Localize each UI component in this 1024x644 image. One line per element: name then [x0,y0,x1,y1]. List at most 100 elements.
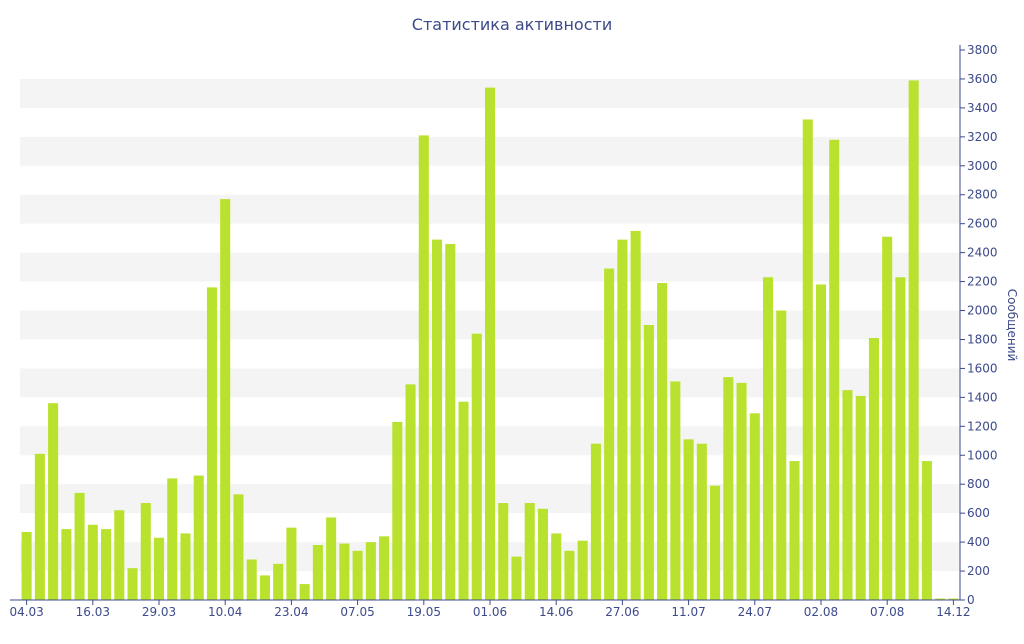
y-tick-label: 600 [967,506,990,520]
bar[interactable] [617,239,628,601]
bar[interactable] [670,381,681,600]
y-tick-label: 3600 [967,72,998,86]
bar[interactable] [590,443,601,600]
bar[interactable] [908,80,919,600]
bar[interactable] [153,537,165,600]
bar[interactable] [683,439,694,600]
y-tick-label: 2000 [967,304,998,318]
bar[interactable] [114,510,125,600]
y-tick-label: 1600 [967,361,998,375]
bar[interactable] [895,277,906,600]
x-tick-label: 27.06 [605,605,639,619]
bar[interactable] [749,413,760,600]
bar[interactable] [524,503,535,600]
bar[interactable] [273,563,284,600]
bar[interactable] [511,556,522,600]
bar-series [21,80,959,601]
bar[interactable] [127,568,138,600]
x-tick-label: 14.12 [936,605,970,619]
bar[interactable] [736,382,747,600]
bar[interactable] [220,199,231,600]
bar[interactable] [458,401,469,600]
y-axis: 0 200 400 600 800 1000 1200 1400 1600 1800 2000 220… [959,43,998,607]
bar[interactable] [299,584,310,600]
x-tick-label: 01.06 [473,605,507,619]
bar[interactable] [339,543,350,600]
bar[interactable] [405,384,416,600]
bar[interactable] [921,461,932,600]
bar[interactable] [776,310,787,600]
bar[interactable] [564,550,575,600]
x-tick-label: 11.07 [671,605,705,619]
bar[interactable] [286,527,297,600]
bar[interactable] [180,533,191,600]
y-tick-label: 1000 [967,448,998,462]
y-tick-label: 2400 [967,246,998,260]
bar[interactable] [537,508,548,600]
y-tick-label: 200 [967,564,990,578]
y-tick-label: 2200 [967,275,998,289]
bar[interactable] [815,284,827,600]
y-tick-label: 2800 [967,188,998,202]
bar[interactable] [432,239,443,601]
bar[interactable] [259,575,270,600]
bar[interactable] [696,443,707,600]
bar[interactable] [87,524,98,600]
x-tick-label: 04.03 [9,605,43,619]
bar[interactable] [246,559,257,600]
y-tick-label: 1400 [967,390,998,404]
bar[interactable] [855,395,866,600]
bar[interactable] [935,598,946,600]
x-tick-label: 29.03 [142,605,176,619]
bar[interactable] [868,338,879,600]
x-axis: 04.03 16.03 29.03 10.04 23.04 07.05 19.05 01.06… [9,599,971,619]
y-tick-label: 800 [967,477,990,491]
bar[interactable] [842,390,853,600]
y-tick-label: 3800 [967,43,998,57]
bar[interactable] [312,545,323,600]
bar[interactable] [657,283,668,600]
bar[interactable] [802,119,813,600]
bar[interactable] [723,377,734,600]
bar[interactable] [498,503,509,600]
bar[interactable] [326,517,337,601]
bar[interactable] [21,531,32,600]
bar[interactable] [710,485,721,600]
x-tick-label: 07.05 [340,605,374,619]
bar[interactable] [101,529,112,600]
bar[interactable] [418,135,429,600]
bar[interactable] [140,503,151,600]
bar[interactable] [882,236,893,600]
bar[interactable] [789,461,800,600]
bar[interactable] [577,540,588,600]
bar[interactable] [763,277,774,600]
bar[interactable] [34,453,45,600]
x-tick-label: 10.04 [208,605,242,619]
y-tick-label: 3000 [967,159,998,173]
x-tick-label: 16.03 [76,605,110,619]
bar[interactable] [193,475,204,600]
bar[interactable] [365,542,376,600]
bar[interactable] [484,87,496,600]
bar[interactable] [167,478,178,600]
y-tick-label: 400 [967,535,990,549]
bar[interactable] [948,598,959,600]
bar[interactable] [74,492,85,600]
bar[interactable] [48,403,59,600]
bar[interactable] [352,550,363,600]
bar[interactable] [233,494,244,600]
x-tick-label: 07.08 [870,605,904,619]
bar[interactable] [829,139,840,601]
bar[interactable] [604,268,615,600]
bar[interactable] [630,230,641,601]
bar[interactable] [471,333,482,600]
bar[interactable] [61,529,72,600]
bar[interactable] [445,243,456,600]
bar[interactable] [643,325,654,600]
bar[interactable] [206,287,217,600]
bar[interactable] [379,536,390,600]
bar[interactable] [392,421,403,600]
bar[interactable] [551,533,562,600]
